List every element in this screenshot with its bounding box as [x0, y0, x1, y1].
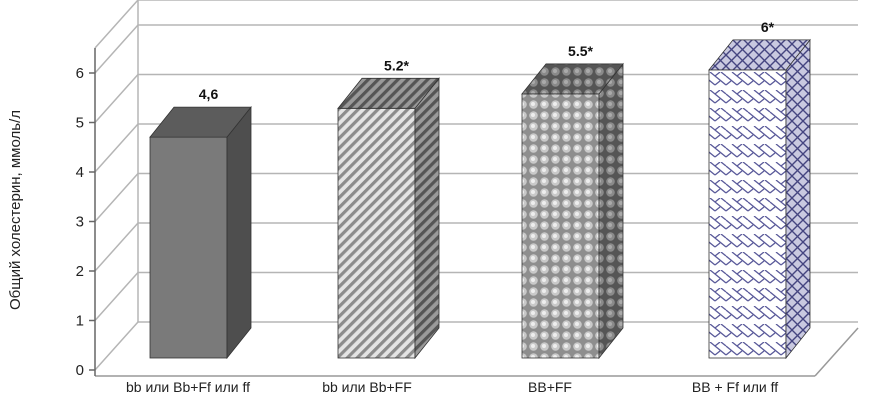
grid [94, 0, 859, 377]
bar [708, 38, 811, 360]
gridline-side [94, 172, 139, 223]
bar [337, 77, 440, 360]
y-tick-label: 4 [76, 164, 84, 181]
y-axis-label: Общий холестерин, ммоль/л [7, 110, 24, 310]
data-label: 5.5* [568, 43, 593, 59]
data-label: 6* [761, 19, 775, 35]
gridline-side-top [94, 0, 139, 49]
y-tick-label: 1 [76, 313, 84, 330]
x-category-label: BB+FF [528, 379, 572, 395]
y-axis: 0 1 2 3 4 5 6 [76, 48, 96, 379]
data-label: 4,6 [199, 86, 219, 102]
y-tick-label: 5 [76, 115, 84, 132]
bars [149, 38, 811, 360]
floor-edge-side [814, 327, 859, 377]
gridline-side [94, 271, 139, 322]
x-category-label: BB + Ff или ff [692, 379, 778, 395]
gridline-side [94, 73, 139, 124]
gridline-side [94, 321, 139, 371]
y-tick-label: 6 [76, 65, 84, 82]
gridline-side [94, 222, 139, 272]
bar [521, 62, 624, 360]
x-axis-labels: bb или Bb+Ff или ff bb или Bb+FF BB+FF BB +… [126, 379, 778, 395]
y-tick-label: 0 [76, 362, 84, 379]
gridline-side [94, 123, 139, 173]
bar [149, 105, 252, 360]
data-labels: 4,6 5.2* 5.5* 6* [199, 19, 775, 102]
y-tick-label: 3 [76, 214, 84, 231]
x-category-label: bb или Bb+FF [322, 379, 412, 395]
y-tick-label: 2 [76, 263, 84, 280]
x-category-label: bb или Bb+Ff или ff [126, 379, 250, 395]
gridline-side [94, 24, 139, 74]
data-label: 5.2* [384, 57, 409, 73]
